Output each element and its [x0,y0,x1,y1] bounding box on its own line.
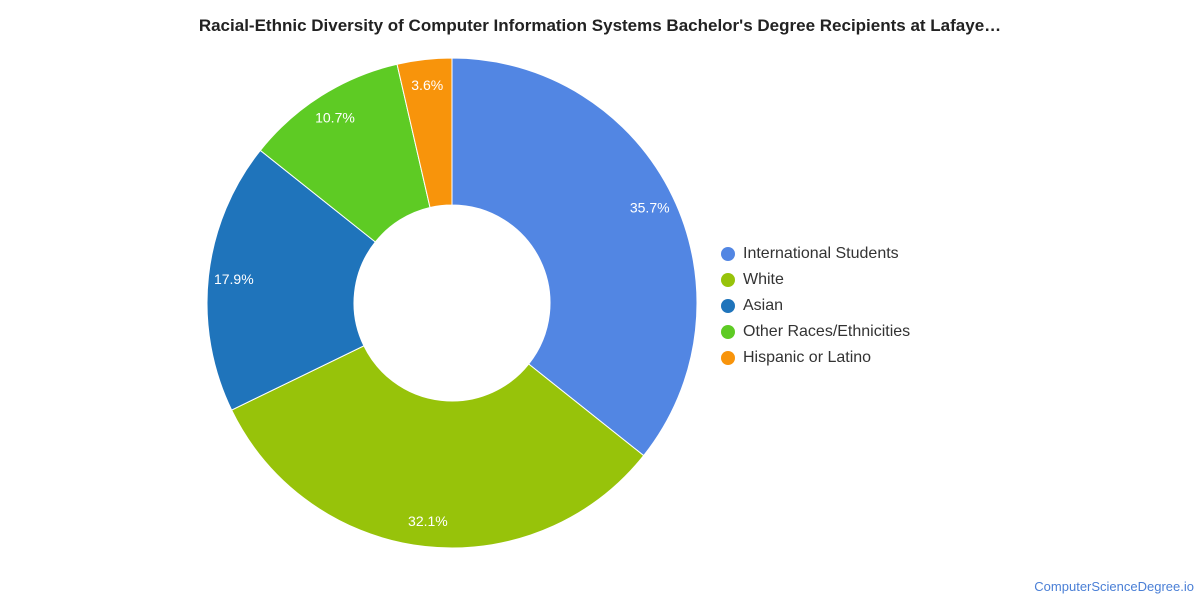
legend-swatch-hispanic-or-latino [721,351,735,365]
legend-label-white: White [743,271,784,288]
source-link[interactable]: ComputerScienceDegree.io [1034,579,1194,594]
legend-item-international-students[interactable]: International Students [721,241,910,267]
legend-label-hispanic-or-latino: Hispanic or Latino [743,349,872,366]
slice-label-other-races-ethnicities: 10.7% [315,109,355,125]
slice-label-asian: 17.9% [214,271,254,287]
slice-label-hispanic-or-latino: 3.6% [411,77,443,93]
donut-slices [206,57,698,549]
slice-label-international-students: 35.7% [630,200,670,216]
legend-item-asian[interactable]: Asian [721,293,910,319]
legend-label-asian: Asian [743,297,784,314]
legend-label-international-students: International Students [743,245,899,262]
legend-swatch-white [721,273,735,287]
chart-legend: International Students White Asian Other Ra… [721,241,910,371]
slice-asian[interactable] [206,149,377,411]
legend-item-other-races-ethnicities[interactable]: Other Races/Ethnicities [721,319,910,345]
donut-slice-labels: 35.7% 32.1% 17.9% 10.7% 3.6% [214,77,670,529]
legend-label-other-races-ethnicities: Other Races/Ethnicities [743,323,911,340]
slice-other-races-ethnicities[interactable] [259,63,431,243]
slice-hispanic-or-latino[interactable] [396,57,453,209]
slice-white[interactable] [230,345,645,549]
slice-label-white: 32.1% [408,513,448,529]
legend-swatch-other-races-ethnicities [721,325,735,339]
legend-item-white[interactable]: White [721,267,910,293]
chart-title: Racial-Ethnic Diversity of Computer Info… [198,16,1002,35]
legend-item-hispanic-or-latino[interactable]: Hispanic or Latino [721,345,910,371]
legend-swatch-asian [721,299,735,313]
slice-international-students[interactable] [451,57,698,457]
legend-swatch-international-students [721,247,735,261]
